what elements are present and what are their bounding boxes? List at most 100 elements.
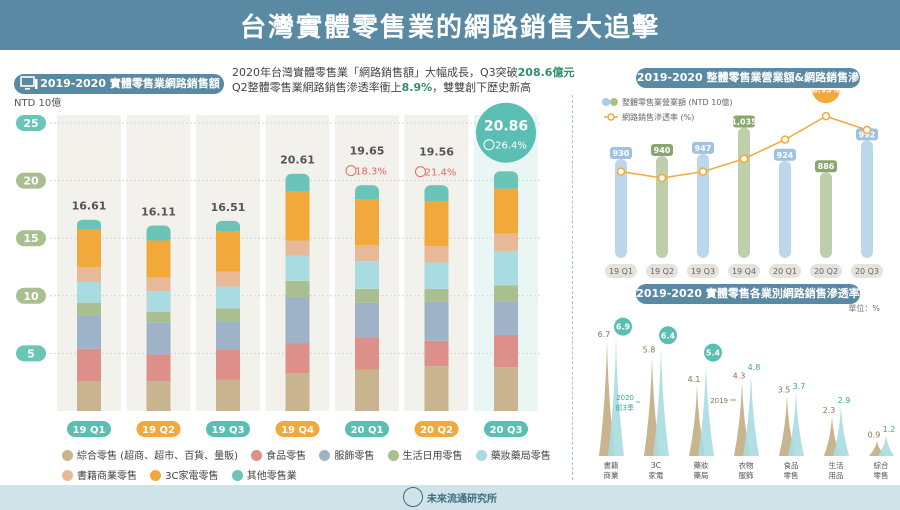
bar-segment bbox=[216, 231, 240, 272]
penetration-by-sector-chart: 單位：% 6.7 6.9 書籍商業 5.8 6.4 3C家電 4.1 5.4 藥妝藥局 4.34.8… bbox=[598, 303, 896, 480]
bar-segment bbox=[285, 240, 310, 256]
value-bubble-2020 bbox=[614, 317, 632, 336]
total-label: 20.61 bbox=[280, 154, 315, 167]
category-label: 家電 bbox=[649, 470, 664, 480]
value-label-2020: 1.2 bbox=[883, 425, 896, 434]
category-label: 20 Q3 bbox=[490, 425, 523, 436]
bar-segment bbox=[285, 372, 310, 411]
bar-segment bbox=[146, 311, 171, 323]
y-tick-pill bbox=[16, 345, 46, 362]
category-label: 19 Q2 bbox=[650, 267, 674, 276]
up-arrow-icon bbox=[415, 166, 426, 178]
total-label: 20.86 bbox=[484, 119, 528, 135]
bar-segment bbox=[494, 285, 518, 302]
legend-label: 書籍商業零售 bbox=[77, 471, 137, 482]
category-label: 19 Q1 bbox=[609, 267, 633, 276]
value-label-2020: 5.4 bbox=[706, 349, 721, 358]
legend-item: 書籍商業零售 bbox=[62, 467, 137, 482]
bar-segment bbox=[146, 277, 171, 292]
right-bottom-title-pill: 2019-2020 實體零售各業別網路銷售滲透率 bbox=[636, 284, 860, 304]
penetration-point bbox=[616, 167, 626, 176]
category-pill bbox=[67, 421, 111, 437]
legend-label: 整體零售業營業額 (NTD 10億) bbox=[622, 97, 733, 107]
legend-item: 食品零售 bbox=[251, 447, 306, 462]
value-bubble-2020 bbox=[659, 326, 677, 345]
revenue-bar bbox=[861, 140, 873, 258]
y-tick-label: 25 bbox=[23, 117, 38, 130]
value-label-2019: 4.1 bbox=[688, 375, 701, 384]
legend-swatch bbox=[602, 98, 610, 106]
bar-segment-fill bbox=[424, 191, 449, 202]
legend-label: 服飾零售 bbox=[334, 451, 375, 462]
revenue-label: 992 bbox=[859, 130, 876, 139]
bar-segment bbox=[77, 315, 101, 349]
bar-segment bbox=[494, 188, 518, 234]
bar-segment bbox=[424, 246, 449, 263]
bar-segment bbox=[494, 334, 518, 368]
revenue-label-box bbox=[692, 141, 714, 154]
right-top-chart-title: 2019-2020 整體零售業營業額&網路銷售滲透率 bbox=[636, 71, 860, 104]
category-label: 20 Q2 bbox=[814, 267, 838, 276]
revenue-label-box bbox=[815, 160, 837, 173]
y-tick-pill bbox=[16, 287, 46, 304]
revenue-label-box bbox=[856, 128, 878, 141]
legend-item: 藥妝藥局零售 bbox=[475, 447, 551, 462]
penetration-point bbox=[739, 154, 749, 164]
revenue-bar bbox=[697, 153, 709, 258]
footer-brand: 未來流通研究所 bbox=[427, 494, 497, 505]
legend-label: 藥妝藥局零售 bbox=[490, 451, 551, 462]
legend-swatch bbox=[319, 450, 331, 461]
value-label-2019: 6.7 bbox=[598, 330, 611, 339]
spike-2019 bbox=[599, 340, 615, 456]
penetration-point bbox=[657, 173, 667, 183]
category-pill bbox=[206, 421, 250, 437]
legend-item: 3C家電零售 bbox=[150, 467, 219, 482]
bar-segment bbox=[355, 337, 379, 370]
up-arrow-icon bbox=[345, 165, 357, 177]
category-label: 19 Q3 bbox=[212, 425, 245, 436]
growth-label: 21.4% bbox=[425, 168, 457, 179]
headline-text-1a: 2020年台灣實體零售業「網路銷售額」大幅成長，Q3突破 bbox=[232, 66, 518, 79]
category-label: 19 Q4 bbox=[732, 267, 756, 276]
penetration-point bbox=[780, 135, 790, 144]
revenue-label-box bbox=[733, 115, 755, 128]
legend-swatch bbox=[387, 450, 399, 461]
category-label: 綜合 bbox=[874, 460, 889, 470]
revenue-label: 930 bbox=[613, 149, 630, 158]
revenue-bar bbox=[738, 127, 750, 258]
category-label: 20 Q1 bbox=[351, 425, 384, 436]
bar-segment bbox=[146, 322, 171, 355]
y-tick-label: 5 bbox=[27, 347, 35, 360]
headline-highlight-2: 8.9% bbox=[401, 81, 433, 94]
revenue-label-box bbox=[610, 147, 632, 159]
bar-segment bbox=[146, 381, 171, 411]
right-bottom-chart-title: 2019-2020 實體零售各業別網路銷售滲透率 bbox=[636, 287, 860, 300]
total-label: 16.51 bbox=[211, 201, 246, 214]
bar-segment bbox=[285, 343, 310, 373]
bar-segment bbox=[424, 262, 449, 289]
category-label: 19 Q2 bbox=[142, 425, 175, 436]
legend-swatch bbox=[607, 113, 615, 121]
revenue-label: 924 bbox=[777, 151, 794, 160]
revenue-label-box bbox=[651, 144, 673, 156]
bar-segment bbox=[285, 190, 310, 241]
penetration-point bbox=[862, 125, 872, 135]
value-label-2020: 2.9 bbox=[838, 396, 851, 405]
legend-item: 綜合零售 (超商、超市、百貨、量販) bbox=[62, 447, 238, 462]
value-bubble-2020 bbox=[704, 343, 722, 362]
monitor-icon bbox=[20, 76, 38, 90]
value-label-2020: 6.9 bbox=[616, 323, 631, 332]
left-chart-title-pill: 2019-2020 實體零售業網路銷售額 bbox=[14, 74, 224, 94]
category-label: 19 Q1 bbox=[73, 425, 106, 436]
bar-segment-fill bbox=[355, 191, 379, 200]
growth-label: 26.4% bbox=[495, 141, 527, 152]
value-label-2020: 6.4 bbox=[661, 331, 676, 340]
bar-segment-fill bbox=[216, 226, 240, 232]
bar-segment bbox=[285, 280, 310, 297]
penetration-label: 8.93% bbox=[812, 90, 840, 94]
title-banner: 台灣實體零售業的網路銷售大追擊 bbox=[0, 0, 900, 50]
bar-segment bbox=[424, 301, 449, 341]
legend-swatch bbox=[231, 470, 243, 481]
revenue-bar bbox=[615, 159, 627, 258]
legend-swatch bbox=[475, 450, 487, 461]
